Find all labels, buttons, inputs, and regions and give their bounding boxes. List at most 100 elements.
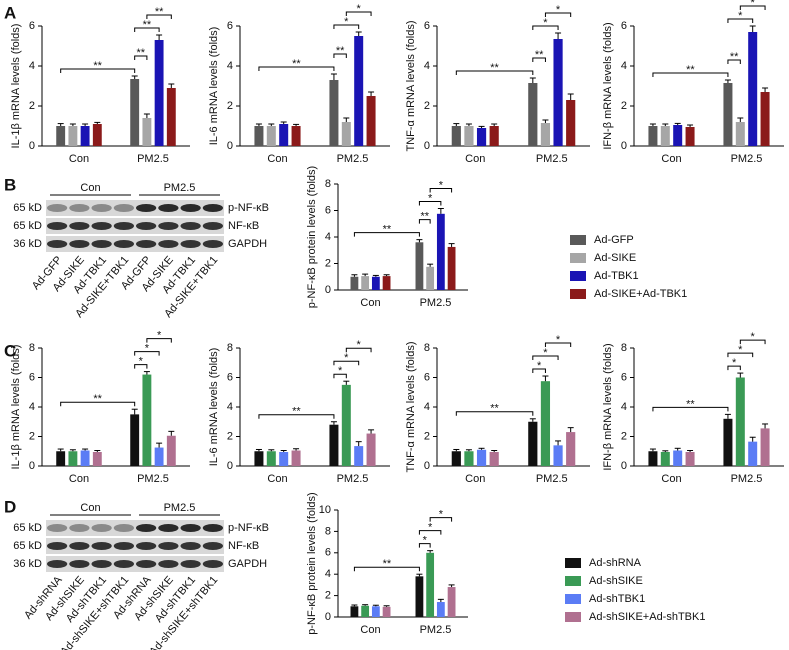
blot-band [113,222,134,230]
bar [371,606,380,617]
bar [735,377,745,466]
blot-band [136,524,157,532]
marker-label: 65 kD [13,522,42,534]
legend-swatch [565,576,581,586]
x-tick-label: PM2.5 [337,153,369,165]
y-axis-title: TNF-α mRNA levels (folds) [405,20,417,151]
bar [382,606,391,617]
x-tick-label: Con [69,153,89,165]
blot-band [91,524,112,532]
legend-swatch [570,253,586,263]
bar [154,40,164,146]
significance-label: * [556,4,561,16]
significance-bracket [739,5,766,10]
y-tick-label: 6 [621,371,627,383]
significance-bracket [429,188,453,193]
blot-band [136,240,157,248]
group-label: PM2.5 [164,502,196,514]
x-tick-label: PM2.5 [731,473,763,485]
bar [540,123,551,146]
legend-label: Ad-shSIKE+Ad-shTBK1 [589,611,705,623]
row-label: NF-κB [228,220,259,232]
blot-band [91,240,112,248]
blot-band [113,542,134,550]
significance-label: * [732,357,737,369]
significance-label: * [738,10,743,22]
x-tick-label: Con [267,473,287,485]
bar [291,450,301,466]
significance-label: ** [686,64,695,76]
y-tick-label: 2 [325,590,331,602]
significance-bracket [353,566,420,572]
significance-bracket [60,401,136,407]
y-tick-label: 0 [325,284,331,296]
y-tick-label: 6 [29,20,35,32]
bar [366,433,376,466]
y-tick-label: 8 [325,178,331,190]
blot-strip [46,200,224,216]
blot-band [47,542,68,550]
blot-band [113,204,134,212]
blot-band [91,560,112,568]
y-axis-title: IL-1β mRNA levels (folds) [10,345,22,470]
y-tick-label: 10 [319,504,331,516]
legend-swatch [565,594,581,604]
legend-label: Ad-SIKE+Ad-TBK1 [594,288,687,300]
legend-swatch [570,271,586,281]
significance-label: * [751,331,756,343]
blot-band [180,524,201,532]
group-label: Con [80,182,100,194]
bar [341,122,351,146]
blot-band [47,560,68,568]
legend-swatch [565,612,581,622]
blot-band [69,204,90,212]
significance-label: * [751,0,756,9]
significance-label: * [139,356,144,368]
blot-band [180,222,201,230]
y-tick-label: 6 [325,547,331,559]
bar [723,418,733,466]
blot-band [180,542,201,550]
significance-bracket [146,14,172,19]
bar [464,126,474,146]
bar [553,445,563,466]
significance-label: * [439,179,444,191]
blot-band [91,204,112,212]
bar [80,450,90,466]
y-tick-label: 4 [325,568,331,580]
bar [291,126,301,146]
group-label: Con [80,502,100,514]
bar [566,100,576,146]
marker-label: 65 kD [13,540,42,552]
bar [266,451,276,466]
blot-band [136,222,157,230]
blot-strip [46,236,224,252]
y-axis-title: IFN-β mRNA levels (folds) [602,22,614,149]
y-tick-label: 6 [621,20,627,32]
y-axis-title: TNF-α mRNA levels (folds) [405,341,417,472]
bar [56,126,66,146]
blot-band [158,240,179,248]
bar [92,451,102,466]
panel-letter: B [4,175,16,194]
y-axis-title: p-NF-κB protein levels (folds) [306,492,318,634]
y-tick-label: 2 [621,100,627,112]
blot-band [158,524,179,532]
y-tick-label: 0 [227,140,233,152]
bar [56,451,66,466]
bar [142,118,152,146]
y-tick-label: 4 [29,60,35,72]
x-tick-label: Con [465,153,485,165]
bar [166,435,176,466]
significance-bracket [739,339,766,345]
significance-label: ** [155,6,164,18]
bar [476,128,487,146]
blot-band [47,240,68,248]
x-tick-label: Con [661,473,681,485]
blot-band [113,240,134,248]
blot-band [47,222,68,230]
panel-letter: C [4,341,16,360]
significance-bracket [418,201,442,206]
significance-label: ** [292,58,301,70]
